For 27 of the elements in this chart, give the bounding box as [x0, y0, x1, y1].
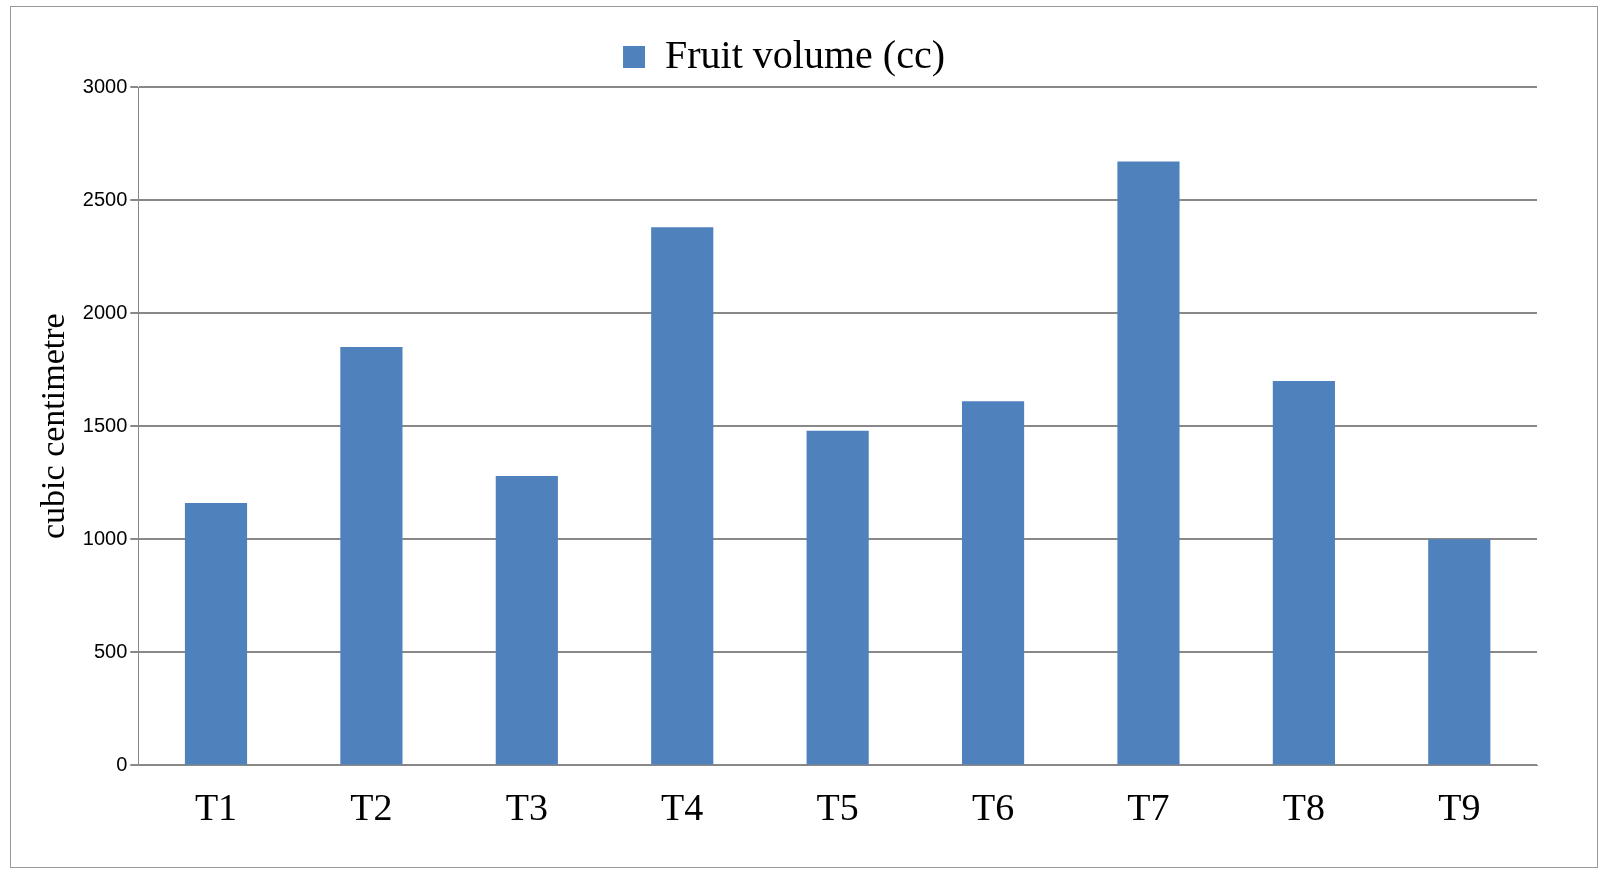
- y-tick-label: 1000: [82, 526, 128, 549]
- y-tick-label: 2500: [82, 187, 128, 210]
- bar: [340, 347, 403, 765]
- x-tick-label: T7: [1127, 786, 1170, 829]
- bar: [1428, 539, 1491, 765]
- x-tick-label: T3: [505, 786, 548, 829]
- bar: [806, 430, 869, 765]
- y-tick-label: 1500: [82, 413, 128, 436]
- y-tick-label: 0: [116, 752, 128, 775]
- bar: [1117, 161, 1180, 765]
- x-tick-label: T9: [1438, 786, 1481, 829]
- x-tick-label: T6: [971, 786, 1015, 829]
- y-tick-label: 3000: [82, 74, 128, 97]
- x-tick-label: T4: [661, 786, 704, 829]
- legend-label: Fruit volume (cc): [665, 31, 945, 77]
- x-tick-label: T2: [350, 786, 393, 829]
- bar: [961, 401, 1025, 765]
- bar: [651, 227, 714, 765]
- x-tick-label: T8: [1282, 786, 1325, 829]
- bar: [495, 475, 558, 765]
- y-tick-label: 500: [93, 639, 128, 662]
- bar: [1272, 380, 1335, 765]
- x-tick-label: T1: [194, 786, 238, 829]
- y-tick-label: 2000: [82, 300, 128, 323]
- y-axis-title: cubic centimetre: [34, 313, 72, 539]
- bar: [184, 503, 248, 765]
- x-tick-label: T5: [816, 786, 859, 829]
